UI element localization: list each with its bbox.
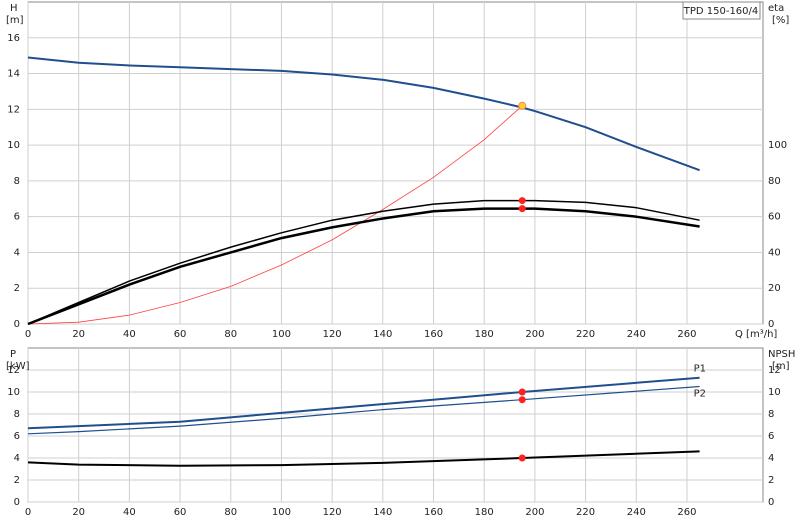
x-tick-label: 0	[25, 507, 31, 518]
y-tick-label: 8	[14, 176, 20, 187]
curve-layer	[27, 56, 700, 467]
curve	[27, 385, 700, 435]
duty-point	[518, 101, 527, 110]
duty-point	[518, 454, 526, 462]
y-tick-label: 14	[7, 69, 20, 80]
x-tick-label: 200	[525, 329, 544, 340]
y-tick-label: 16	[7, 33, 20, 44]
duty-point	[518, 197, 526, 205]
x-tick-label: 180	[475, 329, 494, 340]
y-tick-label: 4	[14, 453, 20, 464]
y-tick-label: 10	[7, 387, 20, 398]
y2-tick-label: 40	[768, 247, 781, 258]
title-box	[682, 1, 761, 20]
x-axis-label: Q [m³/h]	[735, 329, 777, 340]
y2-tick-label: 60	[768, 212, 781, 223]
legend-label: P1	[694, 364, 706, 375]
x-tick-label: 80	[224, 507, 237, 518]
curve	[27, 105, 523, 325]
y-tick-label: 12	[7, 365, 20, 376]
y2-axis-label: NPSH	[768, 349, 795, 360]
duty-point	[518, 396, 526, 404]
y-tick-label: 12	[7, 104, 20, 115]
y-tick-label: 8	[14, 409, 20, 420]
y-axis-unit: [kW]	[6, 361, 30, 372]
x-tick-label: 20	[72, 329, 85, 340]
y2-tick-label: 12	[768, 365, 781, 376]
x-tick-label: 100	[272, 329, 291, 340]
x-tick-label: 80	[224, 329, 237, 340]
x-tick-label: 60	[174, 329, 187, 340]
y-tick-label: 10	[7, 140, 20, 151]
duty-point	[518, 388, 526, 396]
y2-tick-label: 100	[768, 140, 787, 151]
y-axis-label: P	[10, 349, 16, 360]
x-tick-label: 260	[677, 507, 696, 518]
x-tick-label: 160	[424, 507, 443, 518]
curve	[27, 207, 700, 326]
y-tick-label: 0	[14, 497, 20, 508]
y2-tick-label: 0	[768, 497, 774, 508]
y2-tick-label: 6	[768, 431, 774, 442]
y2-axis-unit: [m]	[772, 361, 790, 372]
legend-label: P2	[694, 389, 706, 400]
curve	[27, 199, 700, 325]
x-tick-label: 0	[25, 329, 31, 340]
curve	[27, 376, 700, 430]
y2-tick-label: 0	[768, 319, 774, 330]
y2-tick-label: 8	[768, 409, 774, 420]
x-tick-label: 240	[627, 329, 646, 340]
y2-axis-label: eta	[768, 3, 784, 14]
x-tick-label: 140	[373, 329, 392, 340]
grid-layer	[27, 1, 764, 503]
x-tick-label: 200	[525, 507, 544, 518]
y-tick-label: 0	[14, 319, 20, 330]
y-tick-label: 6	[14, 431, 20, 442]
x-tick-label: 160	[424, 329, 443, 340]
y2-axis-unit: [%]	[772, 15, 789, 26]
curve	[27, 450, 700, 467]
y2-tick-label: 10	[768, 387, 781, 398]
x-tick-label: 40	[123, 329, 136, 340]
y2-tick-label: 2	[768, 475, 774, 486]
x-tick-label: 40	[123, 507, 136, 518]
y-tick-label: 2	[14, 475, 20, 486]
y-tick-label: 6	[14, 212, 20, 223]
x-tick-label: 240	[627, 507, 646, 518]
label-layer: 0 20 40 60 80 100 120 140 160 180 200 220 240 2600246…	[6, 3, 795, 518]
duty-point	[518, 205, 526, 213]
y-tick-label: 4	[14, 247, 20, 258]
y2-tick-label: 80	[768, 176, 781, 187]
x-tick-label: 120	[323, 329, 342, 340]
y-tick-label: 2	[14, 283, 20, 294]
plot-frame	[27, 1, 764, 325]
curve	[27, 56, 700, 172]
x-tick-label: 220	[576, 507, 595, 518]
x-tick-label: 180	[475, 507, 494, 518]
y2-tick-label: 20	[768, 283, 781, 294]
y-axis-label: H	[10, 3, 18, 14]
x-tick-label: 100	[272, 507, 291, 518]
x-tick-label: 120	[323, 507, 342, 518]
x-tick-label: 220	[576, 329, 595, 340]
chart-title: TPD 150-160/4	[683, 6, 759, 17]
x-tick-label: 140	[373, 507, 392, 518]
x-tick-label: 60	[174, 507, 187, 518]
plot-frame	[27, 347, 764, 503]
x-tick-label: 260	[677, 329, 696, 340]
y2-tick-label: 4	[768, 453, 774, 464]
x-tick-label: 20	[72, 507, 85, 518]
y-axis-unit: [m]	[6, 15, 24, 26]
